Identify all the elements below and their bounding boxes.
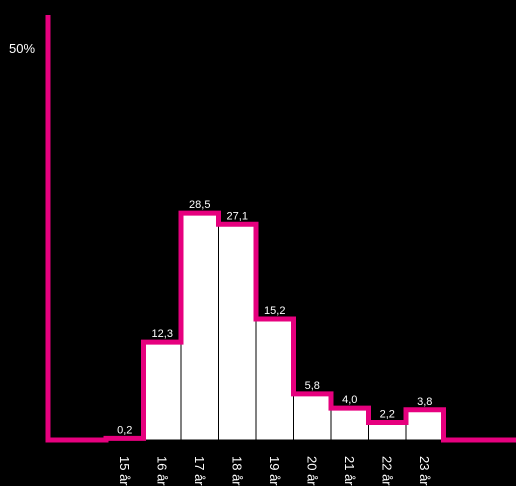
category-label-7: 22 år xyxy=(379,456,394,486)
category-label-0: 15 år xyxy=(117,456,132,486)
category-label-1: 16 år xyxy=(154,456,169,486)
value-label-6: 4,0 xyxy=(342,394,357,406)
bar-5 xyxy=(293,393,332,441)
value-label-8: 3,8 xyxy=(417,396,432,408)
category-label-8: 23 år xyxy=(417,456,432,486)
category-label-4: 19 år xyxy=(267,456,282,486)
bar-4 xyxy=(255,318,294,441)
category-label-3: 18 år xyxy=(229,456,244,486)
value-label-4: 15,2 xyxy=(264,305,285,317)
value-label-3: 27,1 xyxy=(227,210,248,222)
value-label-7: 2,2 xyxy=(380,408,395,420)
category-label-2: 17 år xyxy=(192,456,207,486)
category-label-5: 20 år xyxy=(304,456,319,486)
category-label-6: 21 år xyxy=(342,456,357,486)
bar-1 xyxy=(143,341,182,441)
value-label-2: 28,5 xyxy=(189,199,210,211)
value-label-1: 12,3 xyxy=(152,328,173,340)
value-label-5: 5,8 xyxy=(305,380,320,392)
bar-6 xyxy=(330,407,369,441)
histogram-outline xyxy=(45,15,516,443)
bar-7 xyxy=(368,421,407,441)
value-label-0: 0,2 xyxy=(117,424,132,436)
bar-8 xyxy=(405,409,444,441)
y-axis-max-label: 50% xyxy=(9,41,36,56)
bar-2 xyxy=(180,212,219,441)
bar-3 xyxy=(218,223,257,441)
